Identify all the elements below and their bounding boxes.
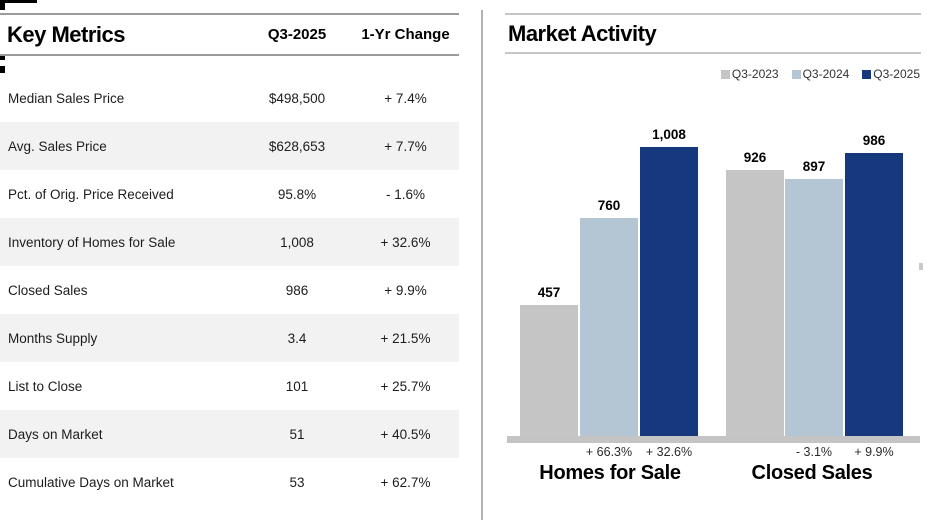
metric-value: $628,653: [268, 138, 326, 154]
metric-value: 95.8%: [277, 186, 317, 202]
metric-label: Days on Market: [8, 426, 103, 442]
change-annotation: + 66.3%: [585, 445, 633, 459]
table-row: List to Close 101 + 25.7%: [0, 362, 459, 410]
bar-homes-for-sale-q3-2024: 760: [580, 198, 638, 436]
metric-change: + 32.6%: [380, 234, 431, 250]
chart-legend: Q3-2023 Q3-2024 Q3-2025: [720, 67, 920, 81]
metric-change: + 21.5%: [380, 330, 431, 346]
bar: [580, 218, 638, 436]
change-annotation: - 3.1%: [795, 445, 833, 459]
key-metrics-title: Key Metrics: [7, 21, 126, 47]
metric-change: + 40.5%: [380, 426, 431, 442]
metric-label: Closed Sales: [8, 282, 88, 298]
panel-divider: [481, 10, 483, 520]
bar: [845, 153, 903, 436]
market-activity-title: Market Activity: [508, 20, 657, 46]
legend-swatch-icon: [791, 69, 801, 79]
bar-closed-sales-q3-2025: 986: [845, 133, 903, 436]
bar-closed-sales-q3-2024: 897: [785, 159, 843, 436]
metric-change: + 25.7%: [380, 378, 431, 394]
change-annotation: + 32.6%: [645, 445, 693, 459]
bar-value-label: 760: [597, 198, 621, 213]
metric-label: Avg. Sales Price: [8, 138, 107, 154]
bar-value-label: 926: [743, 150, 767, 165]
key-metrics-panel: Key Metrics Q3-2025 1-Yr Change Median S…: [0, 0, 459, 520]
bar-value-label: 1,008: [652, 127, 686, 142]
legend-swatch-icon: [720, 69, 730, 79]
metric-label: Months Supply: [8, 330, 98, 346]
metric-change: + 9.9%: [384, 282, 427, 298]
bar: [726, 170, 784, 436]
legend-item: Q3-2024: [791, 67, 850, 81]
market-activity-panel: Market Activity Q3-2023 Q3-2024 Q3-2025 …: [505, 0, 925, 520]
category-label: Closed Sales: [751, 462, 873, 484]
metric-label: Inventory of Homes for Sale: [8, 234, 176, 250]
page-edge-artifact: [0, 0, 5, 10]
bar-closed-sales-q3-2023: 926: [726, 150, 784, 436]
column-header-quarter: Q3-2025: [267, 26, 327, 43]
market-activity-header: Market Activity: [505, 13, 921, 54]
metric-label: Pct. of Orig. Price Received: [8, 186, 174, 202]
metric-value: 986: [285, 282, 309, 298]
bar-value-label: 897: [802, 159, 826, 174]
table-row: Months Supply 3.4 + 21.5%: [0, 314, 459, 362]
metric-change: + 62.7%: [380, 474, 431, 490]
key-metrics-header: Key Metrics Q3-2025 1-Yr Change: [0, 13, 459, 56]
table-row: Closed Sales 986 + 9.9%: [0, 266, 459, 314]
category-label: Homes for Sale: [539, 462, 681, 484]
metric-value: 3.4: [287, 330, 307, 346]
column-header-change: 1-Yr Change: [361, 26, 450, 43]
bar-chart: 457 760 1,008 926 897 986: [505, 0, 925, 520]
metric-value: 53: [289, 474, 305, 490]
bar-homes-for-sale-q3-2025: 1,008: [640, 127, 698, 436]
bar: [785, 179, 843, 436]
page-edge-artifact: [0, 66, 5, 73]
x-axis-baseline: [507, 436, 920, 443]
bar: [640, 147, 698, 436]
change-annotation: + 9.9%: [854, 445, 894, 459]
table-row: Avg. Sales Price $628,653 + 7.7%: [0, 122, 459, 170]
key-metrics-table: Median Sales Price $498,500 + 7.4% Avg. …: [0, 74, 459, 506]
legend-label: Q3-2023: [731, 67, 779, 81]
metric-change: + 7.4%: [384, 90, 427, 106]
table-row: Median Sales Price $498,500 + 7.4%: [0, 74, 459, 122]
page-edge-artifact: [0, 0, 37, 3]
table-row: Inventory of Homes for Sale 1,008 + 32.6…: [0, 218, 459, 266]
legend-label: Q3-2024: [802, 67, 850, 81]
legend-item: Q3-2023: [720, 67, 779, 81]
table-row: Pct. of Orig. Price Received 95.8% - 1.6…: [0, 170, 459, 218]
bar-value-label: 986: [862, 133, 886, 148]
table-row: Days on Market 51 + 40.5%: [0, 410, 459, 458]
metric-change: + 7.7%: [384, 138, 427, 154]
table-row: Cumulative Days on Market 53 + 62.7%: [0, 458, 459, 506]
page-edge-artifact: [919, 263, 923, 270]
bar: [520, 305, 578, 436]
metric-value: 1,008: [280, 234, 314, 250]
bar-value-label: 457: [537, 285, 561, 300]
metric-label: Median Sales Price: [8, 90, 125, 106]
metric-change: - 1.6%: [385, 186, 426, 202]
metric-value: 101: [285, 378, 309, 394]
legend-item: Q3-2025: [862, 67, 920, 81]
bar-homes-for-sale-q3-2023: 457: [520, 285, 578, 436]
legend-swatch-icon: [862, 69, 872, 79]
metric-value: $498,500: [268, 90, 326, 106]
metric-label: List to Close: [8, 378, 83, 394]
metric-label: Cumulative Days on Market: [8, 474, 174, 490]
metric-value: 51: [289, 426, 305, 442]
legend-label: Q3-2025: [873, 67, 920, 81]
